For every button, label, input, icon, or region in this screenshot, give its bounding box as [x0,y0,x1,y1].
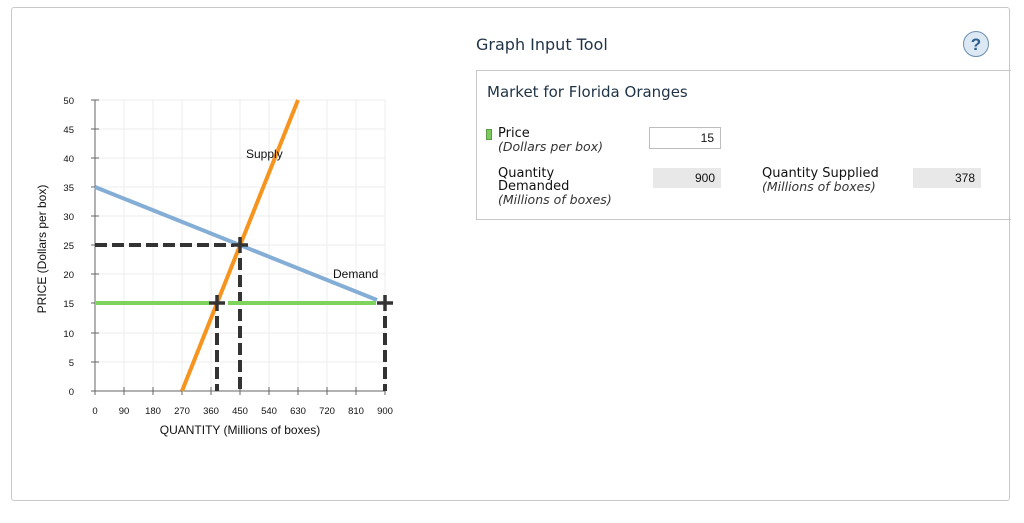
svg-text:90: 90 [119,406,130,417]
svg-text:35: 35 [63,183,74,194]
svg-text:45: 45 [63,125,74,136]
equilibrium-marker[interactable] [232,237,248,253]
svg-text:450: 450 [232,406,248,417]
outer-frame [11,7,1010,501]
svg-text:20: 20 [63,270,74,281]
market-panel: Market for Florida Oranges Price (Dollar… [476,70,1011,220]
dashed-guides [95,243,387,391]
x-axis-label: QUANTITY (Millions of boxes) [160,423,320,437]
svg-text:360: 360 [203,406,219,417]
y-tick-labels: 50 45 40 35 30 25 20 15 10 5 0 [63,96,74,398]
svg-text:180: 180 [145,406,161,417]
svg-text:540: 540 [261,406,277,417]
quantity-supplied-marker[interactable] [209,295,225,311]
svg-text:15: 15 [63,299,74,310]
svg-text:0: 0 [92,406,97,417]
quantity-demanded-marker[interactable] [377,295,393,311]
price-color-swatch [486,129,492,140]
svg-text:0: 0 [69,387,74,398]
svg-text:270: 270 [174,406,190,417]
demand-label: Demand [333,267,378,281]
svg-text:25: 25 [63,241,74,252]
supply-demand-chart[interactable]: 50 45 40 35 30 25 20 15 10 5 0 0 90 180 … [0,0,470,519]
quantity-demanded-label: Quantity Demanded (Millions of boxes) [498,166,612,207]
svg-text:900: 900 [377,406,393,417]
graph-area: 50 45 40 35 30 25 20 15 10 5 0 0 90 180 … [0,0,470,519]
x-tick-labels: 0 90 180 270 360 450 540 630 720 810 900 [92,406,393,417]
svg-text:10: 10 [63,329,74,340]
svg-text:50: 50 [63,96,74,107]
svg-text:5: 5 [69,358,74,369]
y-axis-label: PRICE (Dollars per box) [35,185,49,314]
quantity-supplied-label: Quantity Supplied (Millions of boxes) [762,166,879,194]
help-icon[interactable]: ? [963,31,989,57]
tool-title: Graph Input Tool [476,35,608,54]
svg-text:630: 630 [290,406,306,417]
svg-text:40: 40 [63,154,74,165]
price-label: Price (Dollars per box) [498,126,603,154]
price-input[interactable]: 15 [649,127,721,149]
panel-title: Market for Florida Oranges [487,83,688,101]
quantity-supplied-value: 378 [913,168,981,188]
svg-text:810: 810 [348,406,364,417]
svg-text:30: 30 [63,212,74,223]
supply-label: Supply [246,147,283,161]
quantity-demanded-value: 900 [653,168,721,188]
svg-text:720: 720 [319,406,335,417]
